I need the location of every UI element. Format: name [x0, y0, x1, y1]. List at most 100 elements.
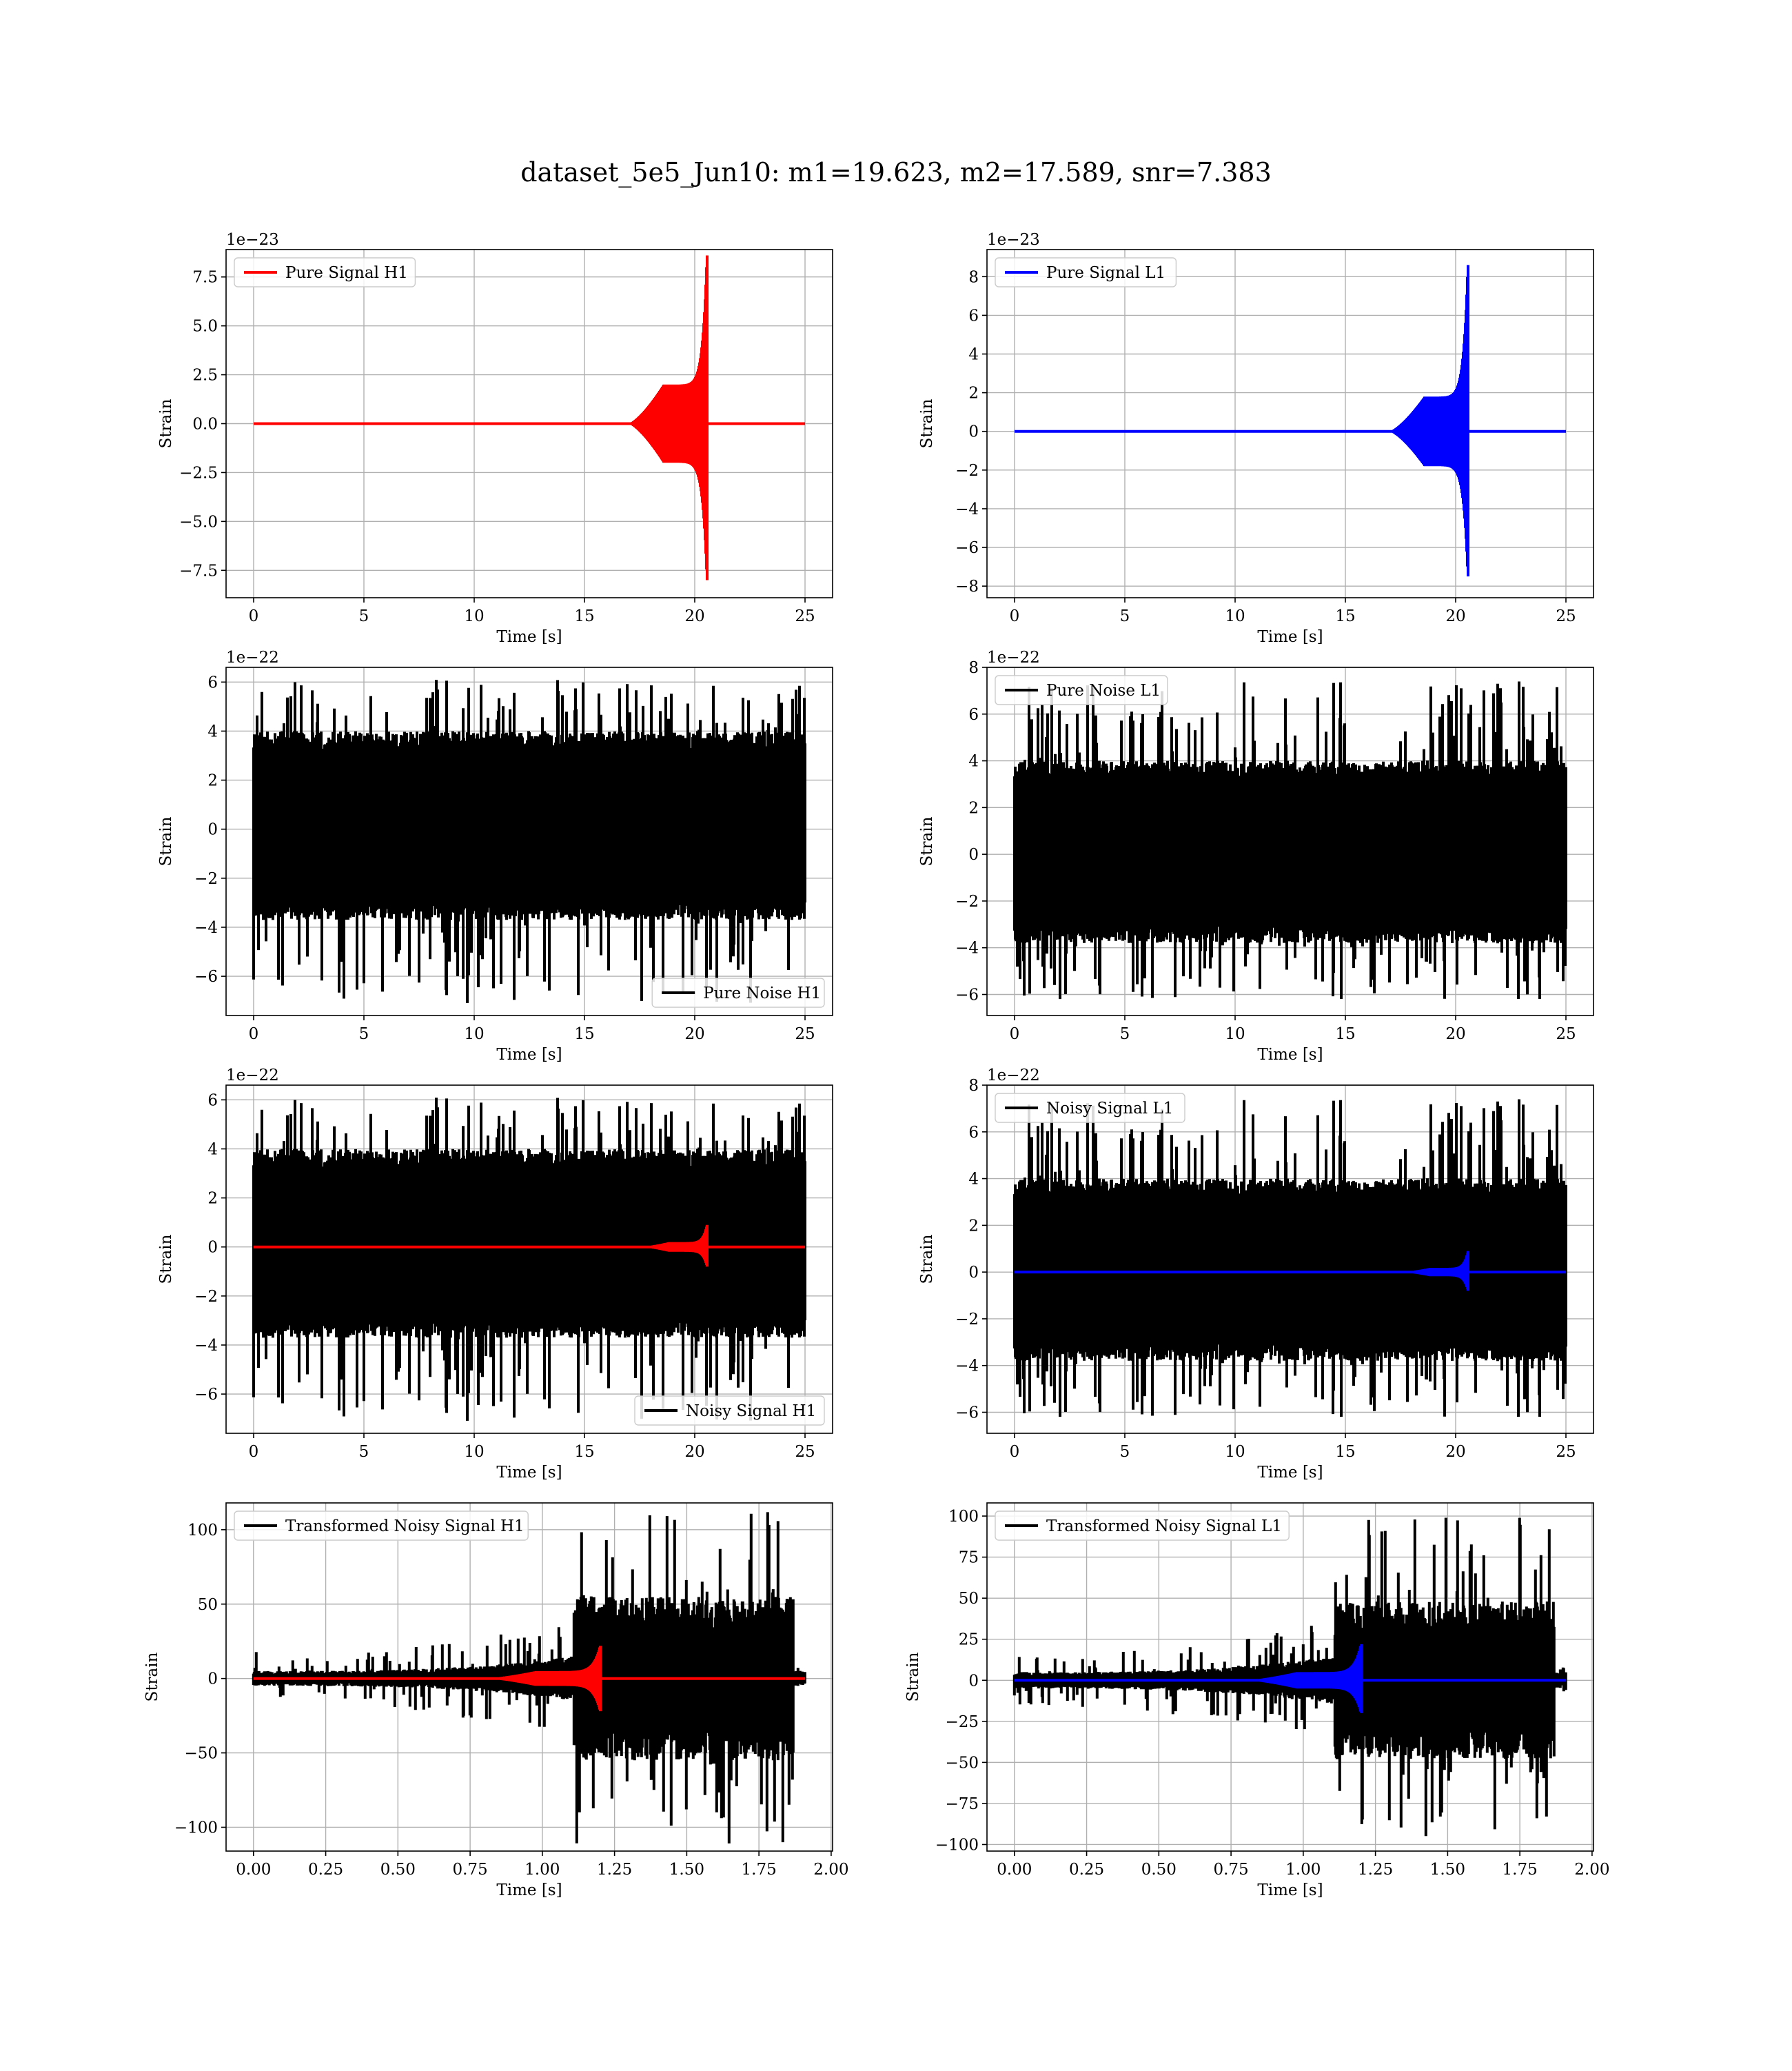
x-axis-label: Time [s]	[496, 1046, 562, 1064]
subplot-pure_signal_l1: 0 5 10 15 20 25 −8 −6 −4 −2 0 2 4 6 8 Time [s] Strain 1e−…	[918, 231, 1594, 646]
y-tick-label: 50	[959, 1590, 979, 1608]
x-axis-label: Time [s]	[1257, 1464, 1323, 1482]
y-tick-label: −4	[194, 919, 218, 937]
x-tick-label: 10	[1225, 1443, 1245, 1461]
y-tick-label: 5.0	[192, 318, 218, 336]
y-tick-label: −2	[194, 1288, 218, 1306]
x-axis-label: Time [s]	[496, 628, 562, 646]
axes-frame	[986, 1502, 1594, 1852]
y-tick-label: −2	[955, 462, 979, 480]
series-chirp-overlay	[254, 1224, 805, 1267]
y-axis-label: Strain	[918, 816, 936, 866]
y-tick-label: 2	[207, 1190, 218, 1208]
x-tick-label: 5	[1120, 1443, 1130, 1461]
y-tick-label: −2.5	[179, 464, 218, 482]
x-tick-label: 20	[1445, 1025, 1465, 1043]
x-tick-label: 0.25	[1069, 1861, 1104, 1879]
series-pure-noise-h1	[252, 680, 806, 1003]
y-tick-label: −4	[955, 501, 979, 518]
x-tick-label: 0	[249, 1025, 259, 1043]
axes-frame	[986, 1084, 1594, 1434]
x-tick-label: 0	[249, 1443, 259, 1461]
x-tick-label: 10	[1225, 607, 1245, 625]
x-tick-label: 5	[1120, 607, 1130, 625]
x-axis-label: Time [s]	[496, 1881, 562, 1899]
x-tick-label: 0.50	[1141, 1861, 1177, 1879]
y-tick-label: 0	[968, 1672, 979, 1690]
plot-area	[1015, 265, 1566, 577]
y-tick-label: 4	[968, 346, 979, 364]
y-tick-label: −100	[174, 1819, 218, 1837]
x-tick-label: 5	[359, 1443, 369, 1461]
plot-area	[252, 680, 806, 1003]
y-axis-label: Strain	[157, 816, 175, 866]
x-tick-label: 15	[1335, 1443, 1355, 1461]
offset-text: 1e−22	[987, 649, 1040, 667]
x-tick-label: 20	[1445, 607, 1465, 625]
y-axis-label: Strain	[918, 398, 936, 448]
x-axis-label: Time [s]	[496, 1464, 562, 1482]
x-tick-label: 20	[1445, 1443, 1465, 1461]
x-tick-label: 25	[795, 607, 815, 625]
y-tick-label: 100	[948, 1508, 979, 1526]
y-tick-label: 75	[959, 1549, 979, 1567]
y-tick-label: −6	[194, 968, 218, 986]
x-tick-label: 15	[574, 1025, 594, 1043]
x-tick-label: 15	[1335, 607, 1355, 625]
y-tick-label: −4	[955, 1357, 979, 1375]
legend-box	[651, 978, 825, 1008]
y-tick-label: −2	[194, 870, 218, 888]
y-tick-label: 0	[207, 821, 218, 839]
x-tick-label: 0.50	[380, 1861, 416, 1879]
y-tick-label: −6	[955, 986, 979, 1004]
y-tick-label: 2	[968, 1217, 979, 1235]
y-tick-label: 2	[207, 772, 218, 790]
x-tick-label: 15	[574, 607, 594, 625]
legend-box	[234, 1511, 529, 1541]
y-tick-label: −50	[945, 1754, 979, 1772]
x-tick-label: 0.00	[997, 1861, 1032, 1879]
x-tick-label: 0.75	[452, 1861, 487, 1879]
axes-frame	[225, 1084, 833, 1434]
y-tick-label: −8	[955, 578, 979, 596]
legend-box	[995, 675, 1168, 705]
legend: Pure Signal H1	[234, 257, 416, 287]
subplot-pure_signal_h1: 0 5 10 15 20 25 −7.5 −5.0 −2.5 0.0 2.5 5.0 7.5 Time […	[157, 231, 833, 646]
x-tick-label: 1.25	[597, 1861, 632, 1879]
y-axis-label: Strain	[157, 398, 175, 448]
plot-area	[1013, 1099, 1567, 1417]
legend-box	[995, 257, 1177, 287]
x-tick-label: 20	[684, 1443, 704, 1461]
offset-text: 1e−22	[987, 1067, 1040, 1084]
x-tick-label: 5	[359, 607, 369, 625]
y-tick-label: 2.5	[192, 367, 218, 385]
legend-label: Pure Signal L1	[1046, 264, 1165, 282]
x-tick-label: 0	[1010, 1025, 1020, 1043]
x-tick-label: 15	[1335, 1025, 1355, 1043]
y-tick-label: −2	[955, 893, 979, 911]
y-tick-label: 4	[968, 753, 979, 771]
plot-area	[1012, 1517, 1567, 1837]
plot-area	[252, 1512, 806, 1843]
axes-frame	[986, 249, 1594, 598]
offset-text: 1e−22	[226, 1067, 279, 1084]
y-axis-label: Strain	[918, 1234, 936, 1284]
legend-label: Pure Noise L1	[1046, 682, 1161, 700]
legend: Noisy Signal H1	[634, 1395, 825, 1426]
subplot-noisy_signal_h1: 0 5 10 15 20 25 −6 −4 −2 0 2 4 6 Time [s] Strain 1e−22 N…	[157, 1067, 833, 1482]
y-tick-label: 8	[968, 268, 979, 286]
x-axis-label: Time [s]	[1257, 1046, 1323, 1064]
x-tick-label: 20	[684, 1025, 704, 1043]
x-tick-label: 1.50	[669, 1861, 704, 1879]
series-chirp-overlay	[1015, 1251, 1566, 1291]
legend-box	[634, 1395, 825, 1426]
x-axis-label: Time [s]	[1257, 1881, 1323, 1899]
y-tick-label: 50	[198, 1596, 218, 1614]
y-tick-label: −25	[945, 1713, 979, 1731]
series-pure-noise-l1	[1013, 681, 1567, 1000]
x-tick-label: 25	[795, 1025, 815, 1043]
x-tick-label: 0	[1010, 1443, 1020, 1461]
y-tick-label: 25	[959, 1631, 979, 1649]
legend: Pure Signal L1	[995, 257, 1177, 287]
x-tick-label: 20	[684, 607, 704, 625]
